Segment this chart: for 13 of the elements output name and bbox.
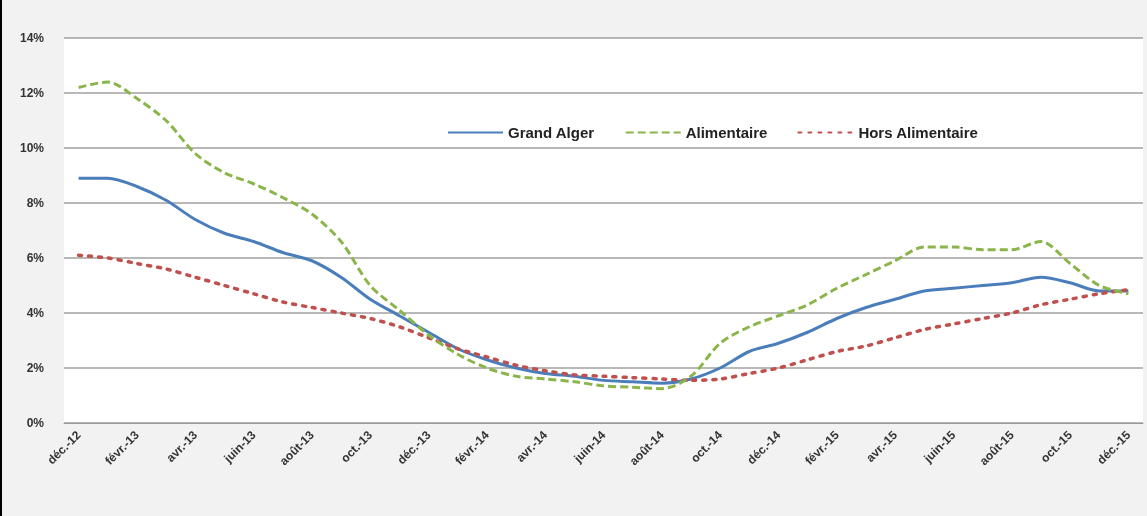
y-tick-label: 8% bbox=[26, 196, 45, 210]
y-tick-label: 0% bbox=[26, 416, 45, 430]
line-series bbox=[77, 176, 1130, 385]
legend-label: Alimentaire bbox=[685, 124, 768, 141]
y-tick-label: 14% bbox=[19, 31, 45, 45]
y-tick-label: 10% bbox=[19, 141, 45, 155]
y-tick-label: 6% bbox=[26, 251, 45, 265]
line-series bbox=[77, 80, 1130, 391]
y-tick-label: 4% bbox=[26, 306, 45, 320]
y-tick-label: 12% bbox=[19, 86, 45, 100]
legend-label: Grand Alger bbox=[508, 124, 595, 141]
y-tick-label: 2% bbox=[26, 361, 45, 375]
legend-label: Hors Alimentaire bbox=[858, 124, 978, 141]
